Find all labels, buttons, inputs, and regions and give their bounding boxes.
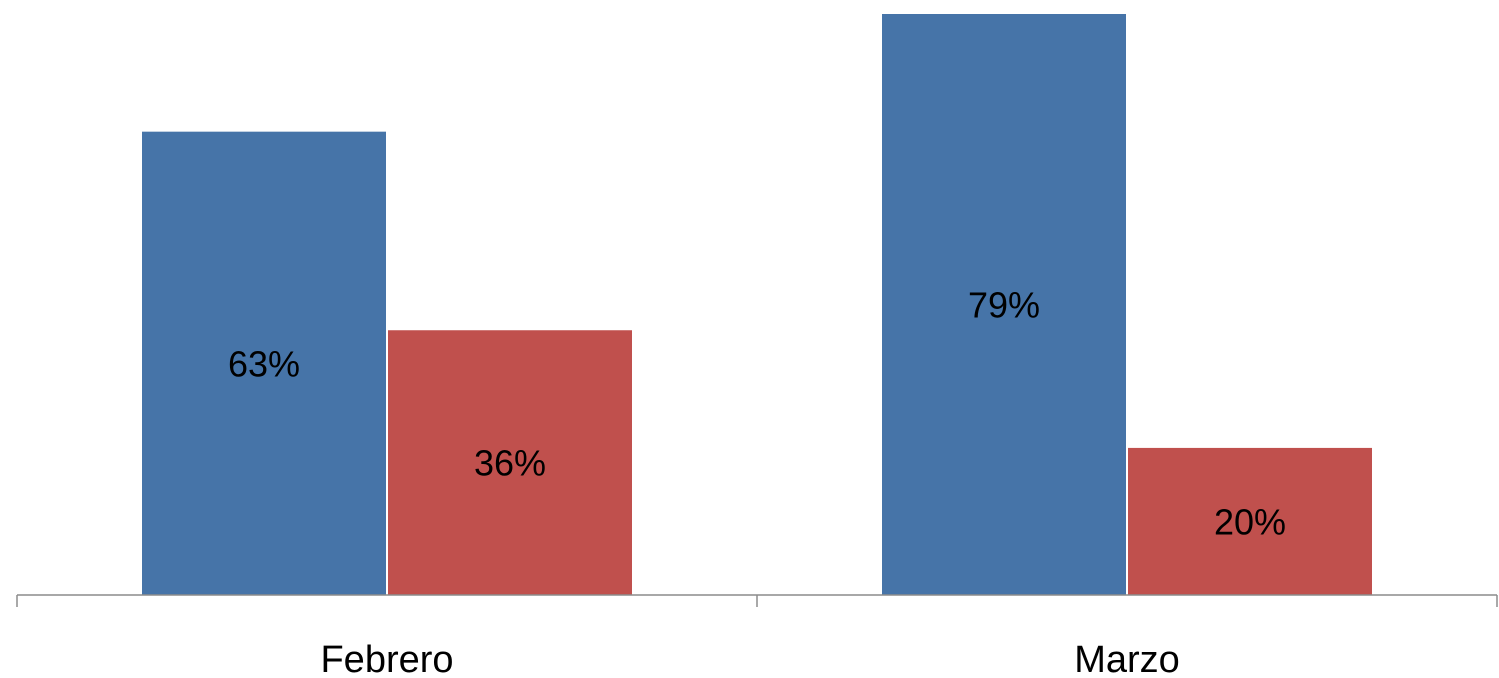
bars-layer bbox=[142, 14, 1372, 595]
x-axis-ticks bbox=[16, 595, 1498, 607]
bar-marzo-series-2 bbox=[1128, 447, 1372, 595]
bar-febrero-series-2 bbox=[388, 330, 632, 595]
data-label-marzo-series-1: 79% bbox=[968, 285, 1040, 326]
data-label-febrero-series-1: 63% bbox=[228, 343, 300, 384]
category-label-febrero: Febrero bbox=[320, 639, 453, 678]
data-label-marzo-series-2: 20% bbox=[1214, 501, 1286, 542]
category-labels: Febrero Marzo bbox=[320, 639, 1179, 678]
bar-marzo-series-1 bbox=[882, 14, 1126, 595]
category-label-marzo: Marzo bbox=[1074, 639, 1180, 678]
data-label-febrero-series-2: 36% bbox=[474, 443, 546, 484]
data-labels: 63% 36% 79% 20% bbox=[228, 285, 1286, 543]
bar-febrero-series-1 bbox=[142, 131, 386, 595]
